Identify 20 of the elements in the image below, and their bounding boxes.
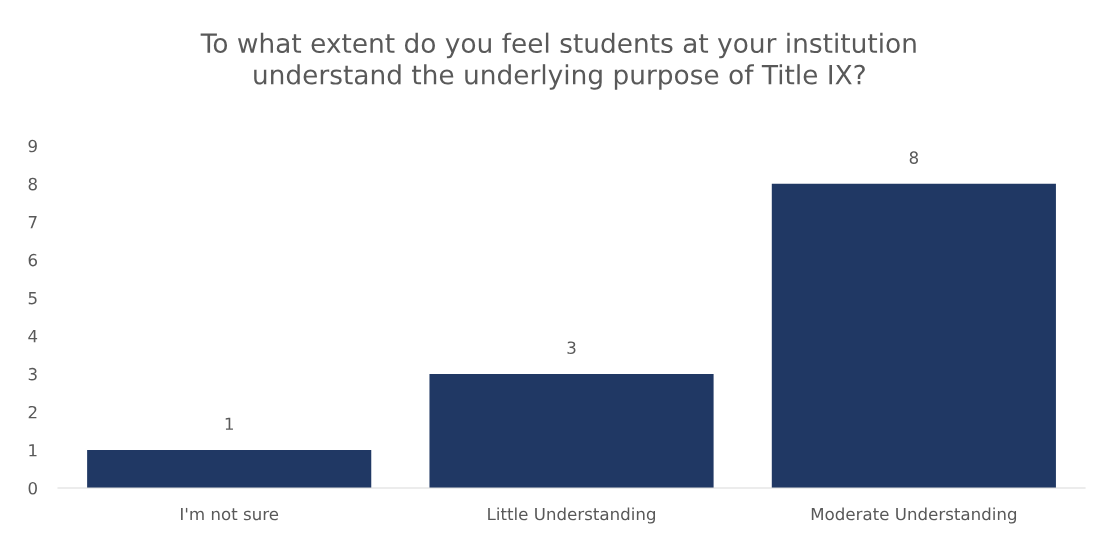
y-tick-label: 2 [28,405,37,419]
y-tick-label: 8 [28,177,37,191]
y-tick-label: 6 [28,253,38,267]
bar [429,373,714,488]
data-label: 1 [225,417,233,430]
chart-title: To what extent do you feel students at your institution understand the underlying purpose of Title IX? [200,32,916,90]
y-tick-label: 3 [28,367,37,381]
bar [87,449,372,488]
y-tick-label: 4 [28,330,38,343]
y-tick-label: 0 [28,481,37,495]
x-tick-label: I'm not sure [181,507,279,521]
y-tick-label: 9 [28,139,37,153]
x-tick-label: Moderate Understanding [811,507,1017,524]
data-label: 8 [909,151,919,164]
y-tick-label: 5 [28,292,37,305]
y-tick-label: 1 [29,444,37,457]
x-tick-label: Little Understanding [488,507,655,524]
data-label: 3 [567,341,576,355]
bar [771,183,1056,488]
y-tick-label: 7 [28,216,37,229]
